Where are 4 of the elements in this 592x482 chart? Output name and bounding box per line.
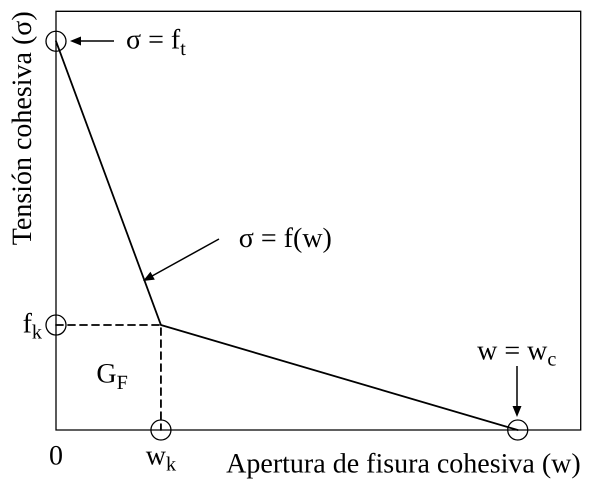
x-tick-label: 0: [49, 440, 63, 472]
x-axis-title: Apertura de fisura cohesiva (w): [226, 448, 581, 480]
y-axis-title: Tensión cohesiva (σ): [7, 11, 38, 246]
annotation: σ = f(w): [238, 222, 332, 254]
